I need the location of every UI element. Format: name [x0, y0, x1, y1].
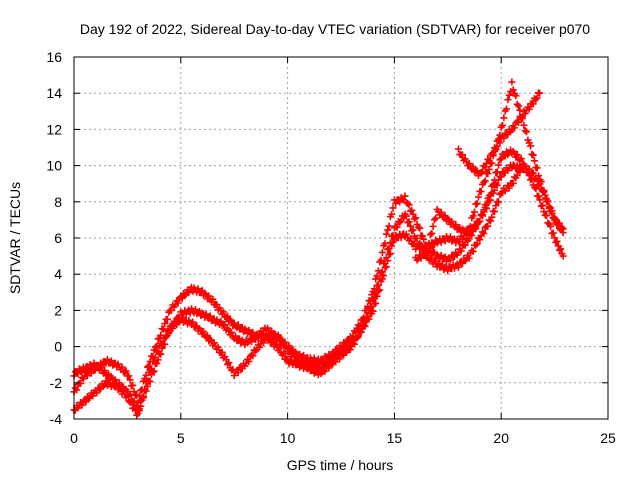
y-tick-label: 8 [54, 194, 62, 210]
x-tick-label: 0 [70, 430, 78, 446]
chart-title: Day 192 of 2022, Sidereal Day-to-day VTE… [80, 21, 590, 37]
series-markers [454, 89, 544, 180]
x-tick-label: 15 [387, 430, 403, 446]
x-tick-label: 20 [493, 430, 509, 446]
x-tick-label: 5 [177, 430, 185, 446]
x-tick-label: 25 [600, 430, 616, 446]
y-tick-label: 0 [54, 339, 62, 355]
y-tick-label: 4 [54, 266, 62, 282]
y-axis-title: SDTVAR / TECUs [7, 182, 23, 294]
series-track-5-late [412, 161, 527, 264]
x-tick-label: 10 [280, 430, 296, 446]
y-tick-label: -2 [50, 375, 63, 391]
y-tick-label: -4 [50, 411, 63, 427]
axis-ticks: 0 5 10 15 20 25 -4 -2 0 2 4 6 8 10 12 14 16 [46, 49, 616, 446]
series-track-4-late [454, 89, 544, 180]
y-tick-label: 10 [46, 158, 62, 174]
y-tick-label: 6 [54, 230, 62, 246]
y-tick-label: 14 [46, 85, 62, 101]
series-markers [412, 161, 527, 264]
y-tick-label: 16 [46, 49, 62, 65]
x-axis-title: GPS time / hours [287, 457, 394, 473]
y-tick-label: 2 [54, 302, 62, 318]
y-tick-label: 12 [46, 121, 62, 137]
